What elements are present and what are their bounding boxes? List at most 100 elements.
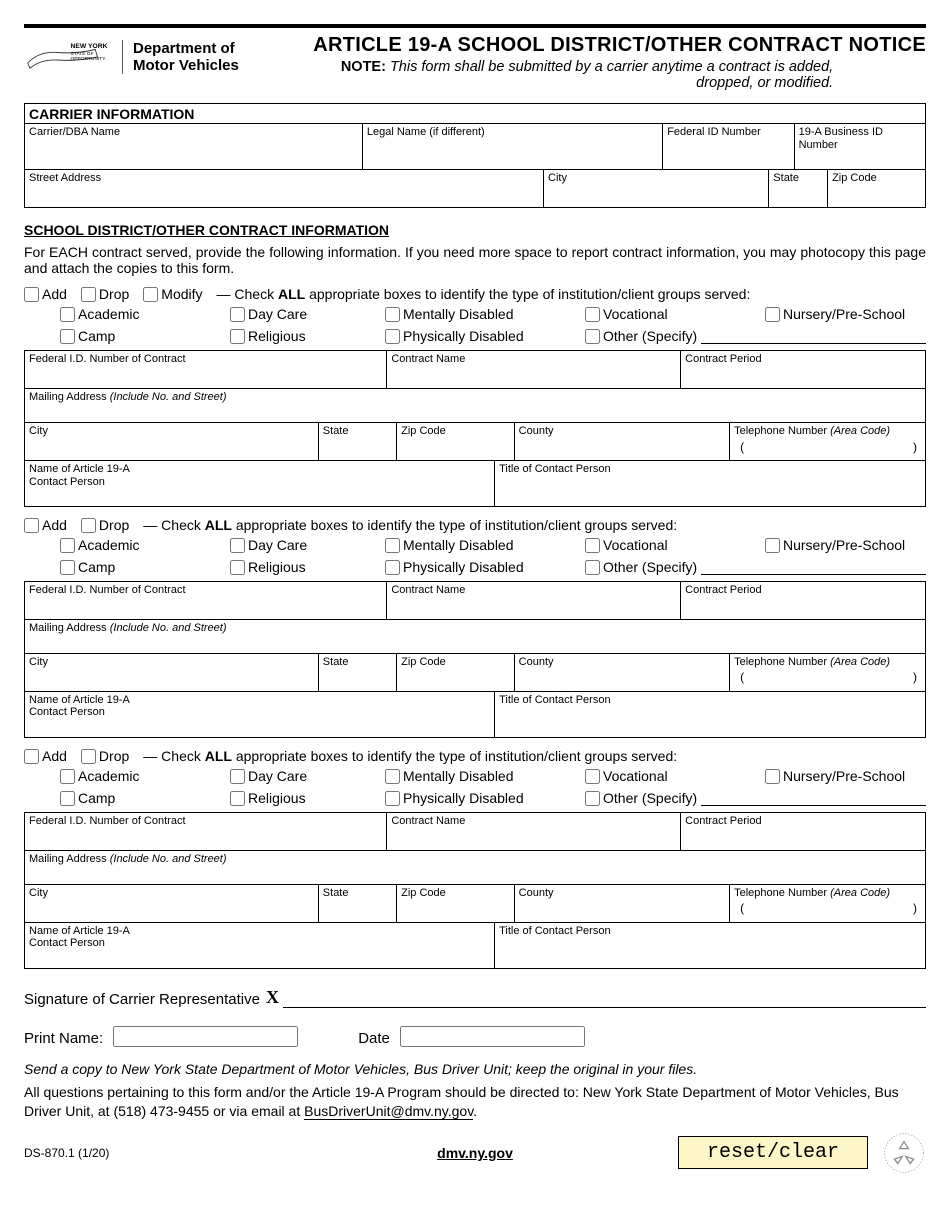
input-city[interactable] [548, 185, 764, 203]
input-tel-3[interactable] [917, 899, 921, 917]
chk-mental-3[interactable] [385, 769, 400, 784]
chk-nursery-2[interactable] [765, 538, 780, 553]
input-other-1[interactable] [701, 328, 926, 345]
reset-button[interactable]: reset/clear [678, 1136, 868, 1169]
input-contract-county-2[interactable] [519, 668, 725, 686]
chk-camp-1[interactable] [60, 329, 75, 344]
input-contract-fedid-1[interactable] [29, 366, 382, 384]
label-carrier-dba: Carrier/DBA Name [29, 126, 358, 139]
svg-text:OPPORTUNITY.: OPPORTUNITY. [71, 56, 107, 62]
footer-note: Send a copy to New York State Department… [24, 1061, 926, 1077]
input-zip[interactable] [832, 185, 921, 203]
input-contract-county-3[interactable] [519, 899, 725, 917]
chk-mental-2[interactable] [385, 538, 400, 553]
input-contract-state-3[interactable] [323, 899, 392, 917]
footer-email-link[interactable]: BusDriverUnit@dmv.ny.gov [304, 1103, 473, 1120]
svg-text:STATE OF: STATE OF [71, 51, 94, 57]
chk-mental-1[interactable] [385, 307, 400, 322]
chk-religious-1[interactable] [230, 329, 245, 344]
chk-vocational-1[interactable] [585, 307, 600, 322]
chk-add-3[interactable] [24, 749, 39, 764]
input-fed-id[interactable] [667, 139, 789, 157]
chk-vocational-2[interactable] [585, 538, 600, 553]
input-legal-name[interactable] [367, 139, 658, 157]
chk-daycare-2[interactable] [230, 538, 245, 553]
input-contract-period-2[interactable] [685, 597, 921, 615]
input-contract-period-1[interactable] [685, 366, 921, 384]
chk-modify-1[interactable] [143, 287, 158, 302]
chk-add-1[interactable] [24, 287, 39, 302]
input-tel-area-2[interactable] [744, 668, 907, 686]
input-contract-mail-2[interactable] [29, 635, 921, 653]
chk-academic-2[interactable] [60, 538, 75, 553]
input-contract-fedid-3[interactable] [29, 828, 382, 846]
chk-camp-3[interactable] [60, 791, 75, 806]
input-contract-mail-3[interactable] [29, 866, 921, 884]
chk-drop-3[interactable] [81, 749, 96, 764]
input-contact-title-3[interactable] [499, 937, 921, 955]
chk-other-1[interactable] [585, 329, 600, 344]
chk-academic-1[interactable] [60, 307, 75, 322]
input-contract-period-3[interactable] [685, 828, 921, 846]
chk-drop-2[interactable] [81, 518, 96, 533]
input-contract-fedid-2[interactable] [29, 597, 382, 615]
input-contact-title-2[interactable] [499, 706, 921, 724]
dept-line1: Department of [133, 40, 239, 57]
input-contact-1[interactable] [29, 488, 490, 506]
input-contract-zip-2[interactable] [401, 668, 510, 686]
chk-religious-2[interactable] [230, 560, 245, 575]
input-contract-state-1[interactable] [323, 438, 392, 456]
chk-other-3[interactable] [585, 791, 600, 806]
chk-other-2[interactable] [585, 560, 600, 575]
school-section-header: SCHOOL DISTRICT/OTHER CONTRACT INFORMATI… [24, 222, 926, 238]
chk-drop-1[interactable] [81, 287, 96, 302]
chk-physical-3[interactable] [385, 791, 400, 806]
chk-daycare-3[interactable] [230, 769, 245, 784]
input-contact-3[interactable] [29, 950, 490, 968]
input-business-id[interactable] [799, 151, 921, 169]
chk-nursery-3[interactable] [765, 769, 780, 784]
recycle-icon [882, 1131, 926, 1175]
form-title: ARTICLE 19-A SCHOOL DISTRICT/OTHER CONTR… [313, 34, 926, 57]
input-contract-county-1[interactable] [519, 438, 725, 456]
date-label: Date [358, 1030, 390, 1047]
site-url: dmv.ny.gov [437, 1145, 513, 1161]
input-tel-area-1[interactable] [744, 438, 907, 456]
input-tel-area-3[interactable] [744, 899, 907, 917]
input-contract-state-2[interactable] [323, 668, 392, 686]
chk-camp-2[interactable] [60, 560, 75, 575]
dept-line2: Motor Vehicles [133, 57, 239, 74]
input-contract-name-1[interactable] [391, 366, 676, 384]
input-other-2[interactable] [701, 559, 926, 576]
chk-religious-3[interactable] [230, 791, 245, 806]
label-city: City [548, 172, 764, 185]
input-contract-zip-1[interactable] [401, 438, 510, 456]
chk-add-2[interactable] [24, 518, 39, 533]
input-carrier-dba[interactable] [29, 139, 358, 157]
chk-physical-2[interactable] [385, 560, 400, 575]
chk-physical-1[interactable] [385, 329, 400, 344]
input-contract-city-1[interactable] [29, 438, 314, 456]
input-contract-name-2[interactable] [391, 597, 676, 615]
signature-input[interactable] [283, 990, 926, 1008]
chk-daycare-1[interactable] [230, 307, 245, 322]
date-input[interactable] [400, 1026, 585, 1047]
input-contract-name-3[interactable] [391, 828, 676, 846]
input-contract-city-2[interactable] [29, 668, 314, 686]
nys-dmv-logo: NEW YORK STATE OF OPPORTUNITY. Departmen… [24, 34, 239, 80]
input-state[interactable] [773, 185, 823, 203]
chk-vocational-3[interactable] [585, 769, 600, 784]
input-other-3[interactable] [701, 790, 926, 807]
chk-academic-3[interactable] [60, 769, 75, 784]
input-contract-city-3[interactable] [29, 899, 314, 917]
input-contract-zip-3[interactable] [401, 899, 510, 917]
label-state: State [773, 172, 823, 185]
input-contact-title-1[interactable] [499, 476, 921, 494]
input-tel-1[interactable] [917, 438, 921, 456]
input-contact-2[interactable] [29, 719, 490, 737]
print-name-input[interactable] [113, 1026, 298, 1047]
input-tel-2[interactable] [917, 668, 921, 686]
input-street[interactable] [29, 185, 539, 203]
chk-nursery-1[interactable] [765, 307, 780, 322]
input-contract-mail-1[interactable] [29, 404, 921, 422]
